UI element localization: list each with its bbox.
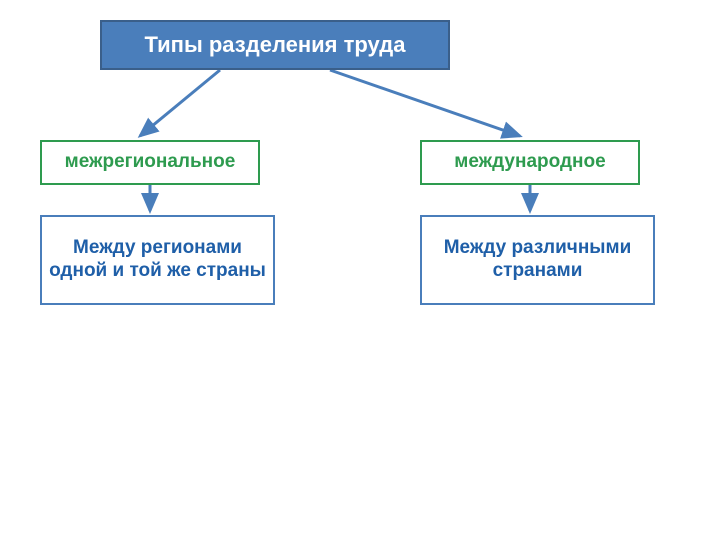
branch-right-label-box: международное xyxy=(420,140,640,185)
branch-left-desc-text: Между регионами одной и той же страны xyxy=(48,237,267,283)
branch-right-desc-text: Между различными странами xyxy=(428,237,647,283)
branch-left-label-text: межрегиональное xyxy=(65,151,236,174)
connector-line xyxy=(330,70,520,136)
branch-left-desc-box: Между регионами одной и той же страны xyxy=(40,215,275,305)
branch-left-label-box: межрегиональное xyxy=(40,140,260,185)
diagram-title-box: Типы разделения труда xyxy=(100,20,450,70)
diagram-title-text: Типы разделения труда xyxy=(145,32,406,58)
branch-right-label-text: международное xyxy=(454,151,605,174)
branch-right-desc-box: Между различными странами xyxy=(420,215,655,305)
connector-line xyxy=(140,70,220,136)
